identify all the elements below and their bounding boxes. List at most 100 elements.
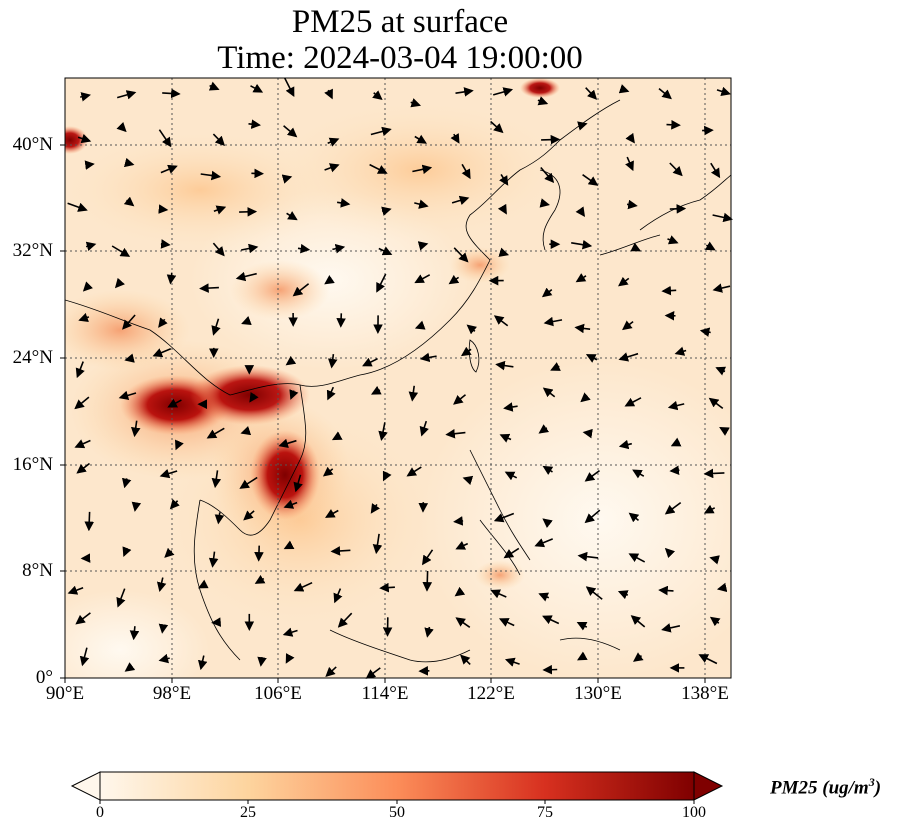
- wind-arrow: [541, 134, 561, 145]
- wind-arrow: [169, 499, 180, 510]
- wind-arrow: [239, 207, 258, 217]
- wind-arrow: [281, 174, 293, 184]
- wind-arrow: [633, 652, 644, 662]
- wind-arrow: [703, 504, 716, 514]
- wind-arrow: [460, 654, 471, 665]
- wind-arrow: [445, 428, 466, 439]
- wind-arrow: [503, 402, 518, 412]
- wind-arrow: [453, 394, 467, 405]
- wind-arrow: [419, 420, 429, 437]
- map-frame: [64, 77, 732, 679]
- wind-arrow: [455, 540, 469, 550]
- wind-arrow: [200, 170, 222, 181]
- wind-arrow: [378, 422, 388, 441]
- wind-arrow: [124, 353, 135, 363]
- wind-arrow: [504, 657, 520, 667]
- wind-arrow: [292, 283, 310, 297]
- wind-arrow: [283, 125, 298, 138]
- wind-arrow: [293, 474, 303, 493]
- wind-arrow: [257, 656, 267, 667]
- wind-arrow: [297, 243, 311, 254]
- wind-arrow: [241, 243, 259, 254]
- wind-arrow: [493, 315, 509, 327]
- colorbar-min-extend: [70, 771, 101, 801]
- ytick-label-0: 0°: [35, 667, 53, 688]
- wind-arrow: [249, 391, 259, 403]
- wind-arrow: [79, 647, 90, 667]
- wind-arrow: [212, 242, 225, 257]
- wind-arrow: [330, 546, 351, 556]
- wind-arrow: [460, 346, 472, 357]
- wind-arrow: [498, 618, 515, 627]
- wind-arrow: [625, 156, 634, 172]
- wind-arrow: [577, 651, 588, 661]
- wind-arrow: [327, 353, 338, 369]
- wind-arrow: [577, 121, 588, 131]
- wind-arrow: [213, 205, 227, 215]
- wind-arrow: [122, 314, 136, 330]
- wind-arrow: [208, 81, 220, 91]
- wind-arrow: [118, 390, 137, 401]
- wind-arrow: [490, 120, 504, 134]
- wind-arrow: [130, 420, 141, 438]
- wind-arrow: [214, 512, 225, 525]
- wind-arrow: [285, 653, 295, 664]
- wind-arrow: [122, 546, 132, 557]
- wind-arrow: [493, 512, 515, 523]
- wind-arrow: [164, 547, 175, 558]
- wind-arrow: [574, 323, 591, 334]
- wind-arrow: [166, 272, 177, 285]
- wind-arrow: [667, 235, 679, 245]
- wind-arrow: [658, 87, 672, 100]
- colorbar-tick-100: 100: [682, 804, 706, 821]
- wind-arrow: [162, 88, 181, 99]
- wind-arrow: [332, 244, 346, 254]
- ytick-label-40n: 40°N: [12, 134, 53, 155]
- wind-arrow: [712, 212, 733, 223]
- wind-arrow: [116, 588, 126, 608]
- wind-arrow: [417, 241, 429, 251]
- wind-arrow: [716, 582, 728, 593]
- wind-arrow: [537, 96, 549, 106]
- wind-arrow: [211, 617, 222, 627]
- wind-arrow: [331, 431, 343, 441]
- wind-arrow: [580, 392, 591, 403]
- wind-arrow: [67, 202, 88, 212]
- wind-arrow: [571, 239, 593, 250]
- wind-arrow: [77, 133, 92, 144]
- wind-arrow: [75, 612, 91, 625]
- wind-arrow: [378, 246, 393, 256]
- wind-arrow: [630, 615, 646, 628]
- wind-arrow: [618, 352, 639, 362]
- wind-arrow: [584, 469, 600, 482]
- wind-arrow: [453, 247, 469, 263]
- wind-arrow: [158, 653, 170, 664]
- wind-arrow: [421, 549, 434, 566]
- wind-arrow: [454, 586, 466, 597]
- wind-arrow: [74, 396, 90, 410]
- wind-vectors: [67, 77, 733, 679]
- wind-arrow: [667, 400, 685, 411]
- wind-arrow: [370, 503, 381, 514]
- wind-arrow: [582, 174, 599, 186]
- wind-arrow: [158, 623, 169, 634]
- wind-arrow: [704, 241, 716, 251]
- wind-arrow: [254, 574, 266, 584]
- wind-arrow: [372, 533, 383, 555]
- wind-arrow: [542, 664, 558, 675]
- wind-arrow: [293, 581, 313, 592]
- colorbar-label-sup: 3: [868, 775, 875, 789]
- xtick-label-90e: 90°E: [45, 683, 85, 704]
- wind-arrow: [495, 360, 514, 371]
- wind-arrow: [82, 281, 94, 292]
- wind-arrow: [618, 439, 632, 450]
- wind-arrow: [715, 366, 727, 376]
- wind-arrow: [584, 509, 601, 524]
- wind-arrow: [542, 615, 560, 625]
- wind-arrow: [114, 277, 125, 289]
- wind-arrow: [289, 389, 299, 400]
- wind-arrow: [158, 204, 169, 214]
- wind-arrow: [158, 317, 168, 328]
- wind-arrow: [626, 199, 638, 210]
- wind-arrow: [206, 427, 225, 439]
